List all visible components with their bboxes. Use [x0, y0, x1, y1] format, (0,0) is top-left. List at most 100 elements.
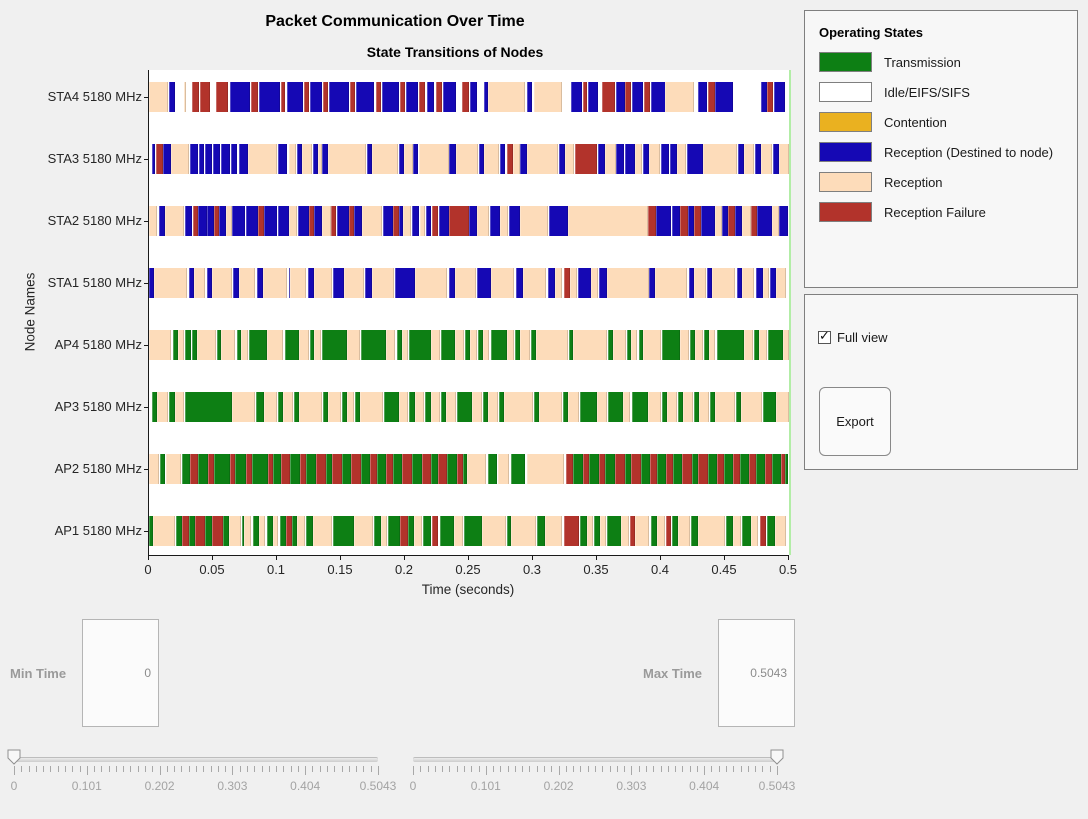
min-time-slider[interactable]: 0 0.101 0.202 0.303 0.404 0.5043	[7, 748, 396, 808]
chart-segment-R	[332, 454, 342, 484]
chart-segment-B	[189, 144, 198, 174]
chart-segment-G	[191, 330, 197, 360]
chart-segment-G	[412, 454, 422, 484]
full-view-checkbox[interactable]: ✓	[818, 329, 831, 344]
slider-tick	[28, 766, 30, 772]
chart-segment-P	[149, 454, 159, 484]
max-slider-thumb[interactable]	[770, 749, 785, 771]
chart-segment-B	[398, 206, 404, 236]
chart-segment-B	[198, 206, 208, 236]
slider-tick	[72, 766, 74, 772]
chart-segment-B	[286, 82, 303, 112]
slider-tick	[456, 766, 458, 772]
chart-segment-R	[215, 82, 229, 112]
chart-segment-P	[715, 206, 722, 236]
chart-segment-G	[407, 516, 414, 546]
chart-segment-R	[435, 82, 443, 112]
chart-segment-G	[217, 330, 222, 360]
chart-segment-G	[441, 392, 446, 422]
chart-segment-B	[698, 82, 708, 112]
chart-segment-B	[413, 144, 419, 174]
chart-segment-G	[631, 392, 649, 422]
chart-segment-B	[229, 82, 251, 112]
chart-segment-R	[251, 82, 258, 112]
chart-segment-R	[370, 454, 377, 484]
slider-tick-label: 0	[409, 779, 417, 793]
chart-segment-R	[207, 454, 215, 484]
chart-row	[149, 392, 789, 422]
chart-segment-B	[232, 206, 245, 236]
slider-tick	[762, 766, 764, 772]
chart-segment-G	[306, 454, 317, 484]
chart-segment-B	[616, 144, 624, 174]
chart-segment-G	[573, 454, 583, 484]
slider-tick	[356, 766, 358, 772]
chart-segment-G	[241, 516, 244, 546]
x-tick-label: 0.35	[583, 562, 609, 577]
chart-segment-G	[771, 454, 782, 484]
chart-segment-P	[267, 330, 284, 360]
min-slider-thumb[interactable]	[7, 749, 22, 771]
chart-segment-P	[453, 516, 463, 546]
chart-segment-P	[761, 144, 773, 174]
x-tick-mark	[276, 556, 277, 560]
chart-segment-P	[152, 516, 175, 546]
chart-segment-B	[169, 82, 176, 112]
min-slider-track[interactable]	[14, 757, 378, 762]
slider-tick	[449, 766, 451, 772]
max-time-slider[interactable]: 0 0.101 0.202 0.303 0.404 0.5043	[407, 748, 795, 808]
chart-segment-P	[620, 516, 629, 546]
chart-segment-P	[371, 144, 398, 174]
chart-segment-G	[439, 516, 454, 546]
chart-segment-P	[385, 330, 396, 360]
chart-segment-B	[443, 82, 456, 112]
slider-tick	[123, 766, 125, 772]
chart-segment-R	[630, 454, 641, 484]
slider-tick	[239, 766, 241, 772]
y-tick-label: AP3 5180 MHz	[54, 399, 142, 414]
chart-segment-G	[310, 330, 315, 360]
chart-segment-B	[700, 206, 715, 236]
chart-segment-G	[306, 516, 313, 546]
chart-segment-P	[487, 82, 526, 112]
chart-segment-G	[735, 392, 741, 422]
chart-segment-B	[737, 144, 745, 174]
x-tick-mark	[340, 556, 341, 560]
slider-tick	[145, 766, 147, 772]
chart-segment-R	[431, 516, 439, 546]
chart-segment-B	[365, 268, 372, 298]
chart-segment-B	[206, 268, 212, 298]
slider-tick	[137, 766, 139, 772]
chart-segment-P	[758, 330, 767, 360]
chart-segment-B	[549, 206, 569, 236]
slider-tick	[624, 766, 626, 772]
chart-segment-P	[248, 144, 277, 174]
chart-segment-P	[419, 144, 449, 174]
chart-segment-G	[422, 516, 431, 546]
chart-segment-R	[303, 82, 309, 112]
chart-segment-P	[327, 392, 341, 422]
chart-segment-R	[449, 206, 469, 236]
legend-swatch-W	[819, 82, 872, 102]
chart-segment-R	[257, 206, 265, 236]
max-time-field[interactable]: 0.5043	[718, 619, 795, 727]
chart-segment-P	[590, 268, 598, 298]
chart-segment-G	[236, 330, 241, 360]
min-time-field[interactable]: 0	[82, 619, 159, 727]
slider-tick	[21, 766, 23, 772]
chart-segment-G	[321, 330, 348, 360]
slider-tick	[305, 766, 307, 775]
chart-segment-G	[477, 330, 484, 360]
chart-segment-R	[707, 82, 715, 112]
export-button[interactable]: Export	[819, 387, 891, 456]
chart-segment-G	[510, 454, 526, 484]
chart-segment-B	[773, 144, 780, 174]
chart-segment-P	[568, 206, 648, 236]
y-tick-label: STA4 5180 MHz	[47, 89, 142, 104]
chart-segment-P	[445, 392, 457, 422]
chart-segment-R	[767, 82, 773, 112]
chart-segment-G	[531, 330, 537, 360]
chart-segment-P	[454, 268, 477, 298]
chart-segment-R	[349, 82, 356, 112]
max-slider-track[interactable]	[413, 757, 777, 762]
